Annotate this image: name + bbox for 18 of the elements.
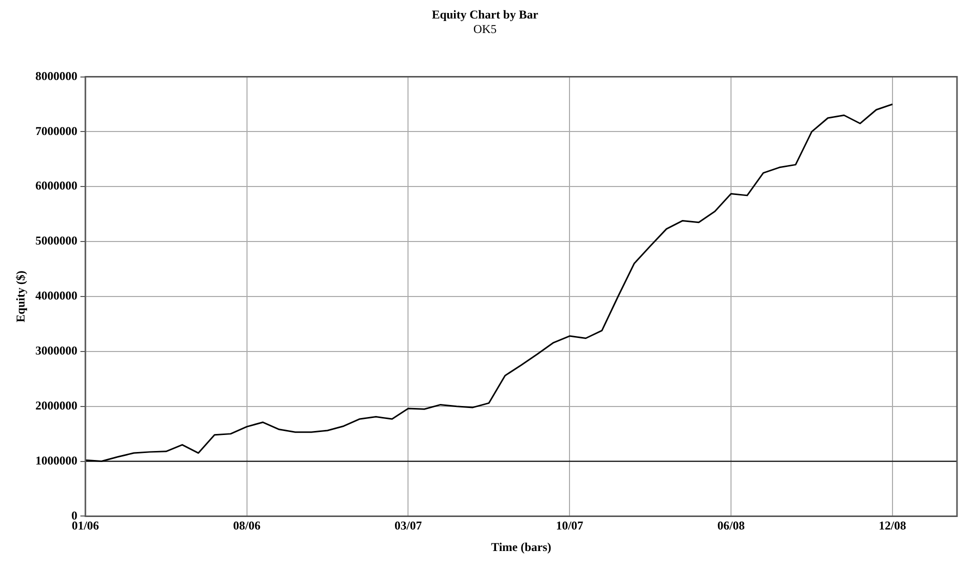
y-tick-label: 7000000 [35,124,78,138]
chart-title: Equity Chart by Bar [432,7,539,22]
y-tick-label: 3000000 [35,344,78,358]
y-tick-label: 1000000 [35,453,78,468]
chart-subtitle: OK5 [473,22,497,36]
y-tick-label: 6000000 [35,178,78,193]
y-tick-label: 4000000 [35,288,78,303]
x-axis-title: Time (bars) [491,540,552,554]
y-tick-label: 5000000 [35,234,78,248]
y-tick-label: 0 [71,508,78,522]
y-tick-label: 2000000 [35,398,78,412]
x-tick-label: 03/07 [394,518,422,532]
y-tick-label: 8000000 [35,68,78,83]
x-tick-label: 10/07 [556,518,584,532]
x-tick-label: 08/06 [233,518,260,532]
x-tick-label: 12/08 [878,518,906,532]
y-axis-title: Equity ($) [13,270,28,322]
x-tick-label: 06/08 [717,518,745,532]
